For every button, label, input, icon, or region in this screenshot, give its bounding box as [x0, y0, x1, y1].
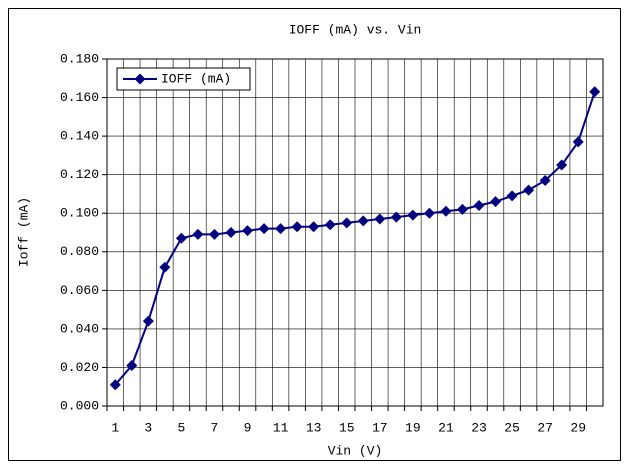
data-point: [258, 223, 270, 235]
data-point: [423, 207, 435, 219]
y-tick-label: 0.140: [60, 129, 99, 144]
legend-marker: [134, 73, 146, 85]
y-tick-label: 0.000: [60, 398, 99, 413]
x-tick-label: 25: [504, 420, 520, 435]
y-tick-label: 0.020: [60, 360, 99, 375]
data-point: [490, 196, 502, 208]
x-tick-label: 11: [273, 420, 289, 435]
data-point: [390, 211, 402, 223]
x-tick-label: 1: [111, 420, 119, 435]
y-tick-label: 0.180: [60, 51, 99, 66]
data-point: [324, 219, 336, 231]
x-axis-label: Vin (V): [328, 443, 383, 458]
data-point: [275, 223, 287, 235]
x-tick-label: 3: [144, 420, 152, 435]
data-point: [308, 221, 320, 233]
x-tick-label: 21: [438, 420, 454, 435]
y-tick-label: 0.060: [60, 283, 99, 298]
x-tick-label: 13: [306, 420, 322, 435]
data-point: [242, 225, 254, 237]
y-tick-label: 0.080: [60, 244, 99, 259]
x-tick-label: 17: [372, 420, 388, 435]
y-tick-label: 0.040: [60, 321, 99, 336]
data-point: [192, 228, 204, 240]
legend-label: IOFF (mA): [161, 71, 231, 86]
data-point: [456, 203, 468, 215]
data-point: [109, 379, 121, 391]
data-point: [589, 86, 601, 98]
x-tick-label: 29: [570, 420, 586, 435]
data-point: [175, 232, 187, 244]
data-point: [374, 213, 386, 225]
data-point: [440, 205, 452, 217]
x-tick-label: 27: [537, 420, 553, 435]
x-tick-label: 23: [471, 420, 487, 435]
y-tick-label: 0.120: [60, 167, 99, 182]
data-point: [523, 184, 535, 196]
data-point: [291, 221, 303, 233]
chart-title: IOFF (mA) vs. Vin: [289, 22, 422, 37]
data-point: [506, 190, 518, 202]
legend-box: [116, 67, 251, 91]
data-point: [357, 215, 369, 227]
x-tick-label: 5: [177, 420, 185, 435]
y-axis-label: Ioff (mA): [16, 197, 31, 267]
data-point: [159, 261, 171, 273]
y-tick-label: 0.160: [60, 90, 99, 105]
x-tick-label: 9: [244, 420, 252, 435]
x-tick-label: 19: [405, 420, 421, 435]
data-point: [473, 200, 485, 212]
data-point: [407, 209, 419, 221]
y-tick-label: 0.100: [60, 206, 99, 221]
x-tick-label: 7: [211, 420, 219, 435]
data-point: [572, 136, 584, 148]
data-point: [126, 360, 138, 372]
data-point: [539, 174, 551, 186]
data-point: [142, 315, 154, 327]
data-point: [556, 159, 568, 171]
x-tick-label: 15: [339, 420, 355, 435]
data-point: [208, 228, 220, 240]
data-point: [225, 227, 237, 238]
data-point: [341, 217, 353, 229]
